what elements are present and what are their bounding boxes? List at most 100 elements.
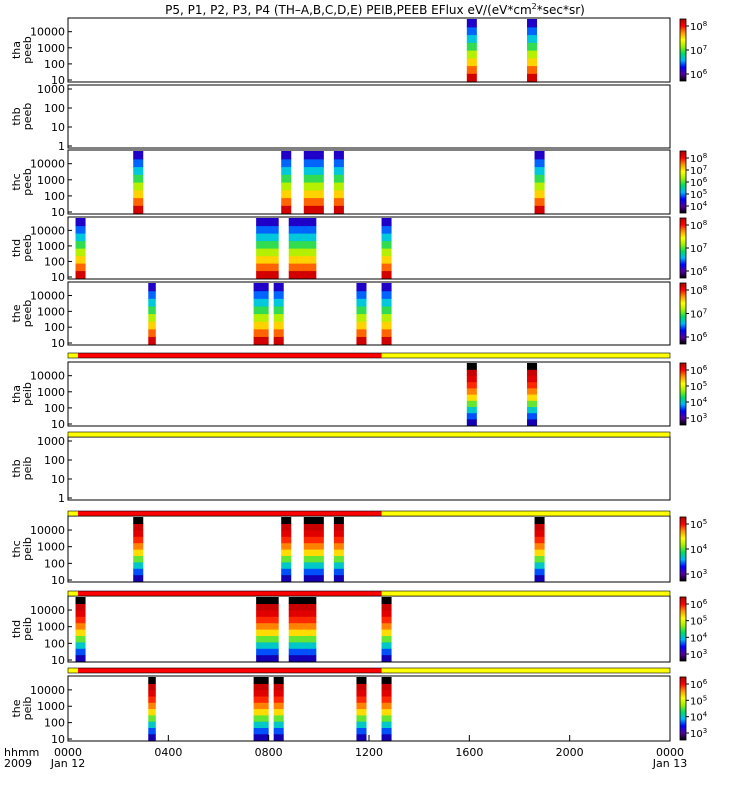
burst-cell [288,635,317,643]
colorbar-tick-label: 106 [690,678,708,691]
burst-cell [253,313,269,322]
burst-cell [534,561,545,569]
y-tick-label: 100 [44,454,65,467]
y-tick-label: 1000 [37,621,65,634]
y-tick-label: 100 [44,717,65,730]
burst-cell [534,205,545,214]
burst-cell [356,721,367,728]
y-tick-label: 10 [51,733,65,746]
y-tick-label: 10000 [30,370,65,383]
burst-cell [527,369,538,376]
burst-cell [527,19,538,28]
burst-cell [148,708,156,716]
burst-cell [381,683,392,691]
burst-cell [356,702,367,710]
burst-cell [253,290,269,299]
y-tick-label: 1000 [37,42,65,55]
burst-cell [148,677,156,684]
burst-cell [527,50,538,59]
panel-ylabel: thb [10,459,23,477]
mode-bar-fast [78,591,382,596]
y-tick-label: 1 [58,492,65,505]
burst-cell [356,321,367,330]
panel-ylabel: tha [10,385,23,403]
colorbar: 106 107 108 [679,282,708,345]
y-tick-label: 1000 [37,541,65,554]
burst-cell [381,629,392,636]
x-tick-label: 0000 [656,746,684,759]
panel-ylabel: peeb [21,103,34,131]
burst-cell [253,733,269,741]
panel-frame [67,675,671,742]
burst-cell [534,549,545,556]
burst-cell [527,412,538,420]
burst-cell [356,298,367,307]
burst-cell [288,641,317,649]
burst-column [288,218,317,279]
panel-ylabel: peeb [21,36,34,64]
burst-cell [527,42,538,51]
burst-cell [356,714,367,722]
burst-cell [281,189,292,199]
burst-cell [356,727,367,735]
burst-cell [333,166,344,175]
burst-column [356,283,367,345]
burst-cell [281,561,292,569]
burst-cell [466,363,477,370]
burst-cell [356,283,367,292]
panel-ylabel: thd [10,620,23,638]
burst-cell [381,255,392,264]
colorbar-tick-label: 105 [690,380,707,393]
burst-cell [133,542,144,550]
burst-cell [288,218,317,227]
burst-column [253,677,269,741]
burst-cell [75,603,86,611]
burst-cell [303,182,324,191]
mode-bar [67,431,671,438]
burst-cell [75,616,86,624]
burst-cell [466,26,477,36]
burst-column [381,677,392,741]
colorbar-tick-label: 103 [690,568,707,581]
burst-cell [273,336,284,345]
burst-column [303,151,324,214]
burst-cell [256,218,279,227]
burst-cell [303,166,324,175]
burst-cell [281,549,292,556]
colorbar-gradient [679,516,687,582]
burst-cell [466,418,477,426]
y-tick-label: 10000 [30,224,65,237]
mode-bar-frame [67,590,671,597]
burst-cell [133,529,144,537]
burst-cell [381,225,392,234]
burst-cell [303,205,324,214]
burst-cell [333,182,344,191]
burst-cell [281,529,292,537]
burst-cell [527,26,538,36]
burst-cell [253,689,269,697]
y-tick-label: 100 [44,255,65,268]
burst-cell [303,529,324,537]
burst-cell [466,42,477,51]
panel-ylabel: thb [10,107,23,125]
burst-column [466,363,477,426]
burst-cell [303,542,324,550]
burst-cell [534,151,545,160]
burst-cell [288,616,317,624]
burst-cell [466,73,477,82]
burst-cell [356,689,367,697]
colorbar-tick-label: 104 [690,543,708,556]
panel-ylabel: peeb [21,168,34,196]
panel-ylabel: peeb [21,234,34,262]
burst-cell [381,283,392,292]
burst-cell [381,313,392,322]
colorbar-gradient [679,217,687,279]
burst-cell [256,629,279,636]
burst-cell [253,305,269,315]
y-tick-label: 100 [44,637,65,650]
burst-cell [288,255,317,264]
mode-bar [67,590,671,597]
